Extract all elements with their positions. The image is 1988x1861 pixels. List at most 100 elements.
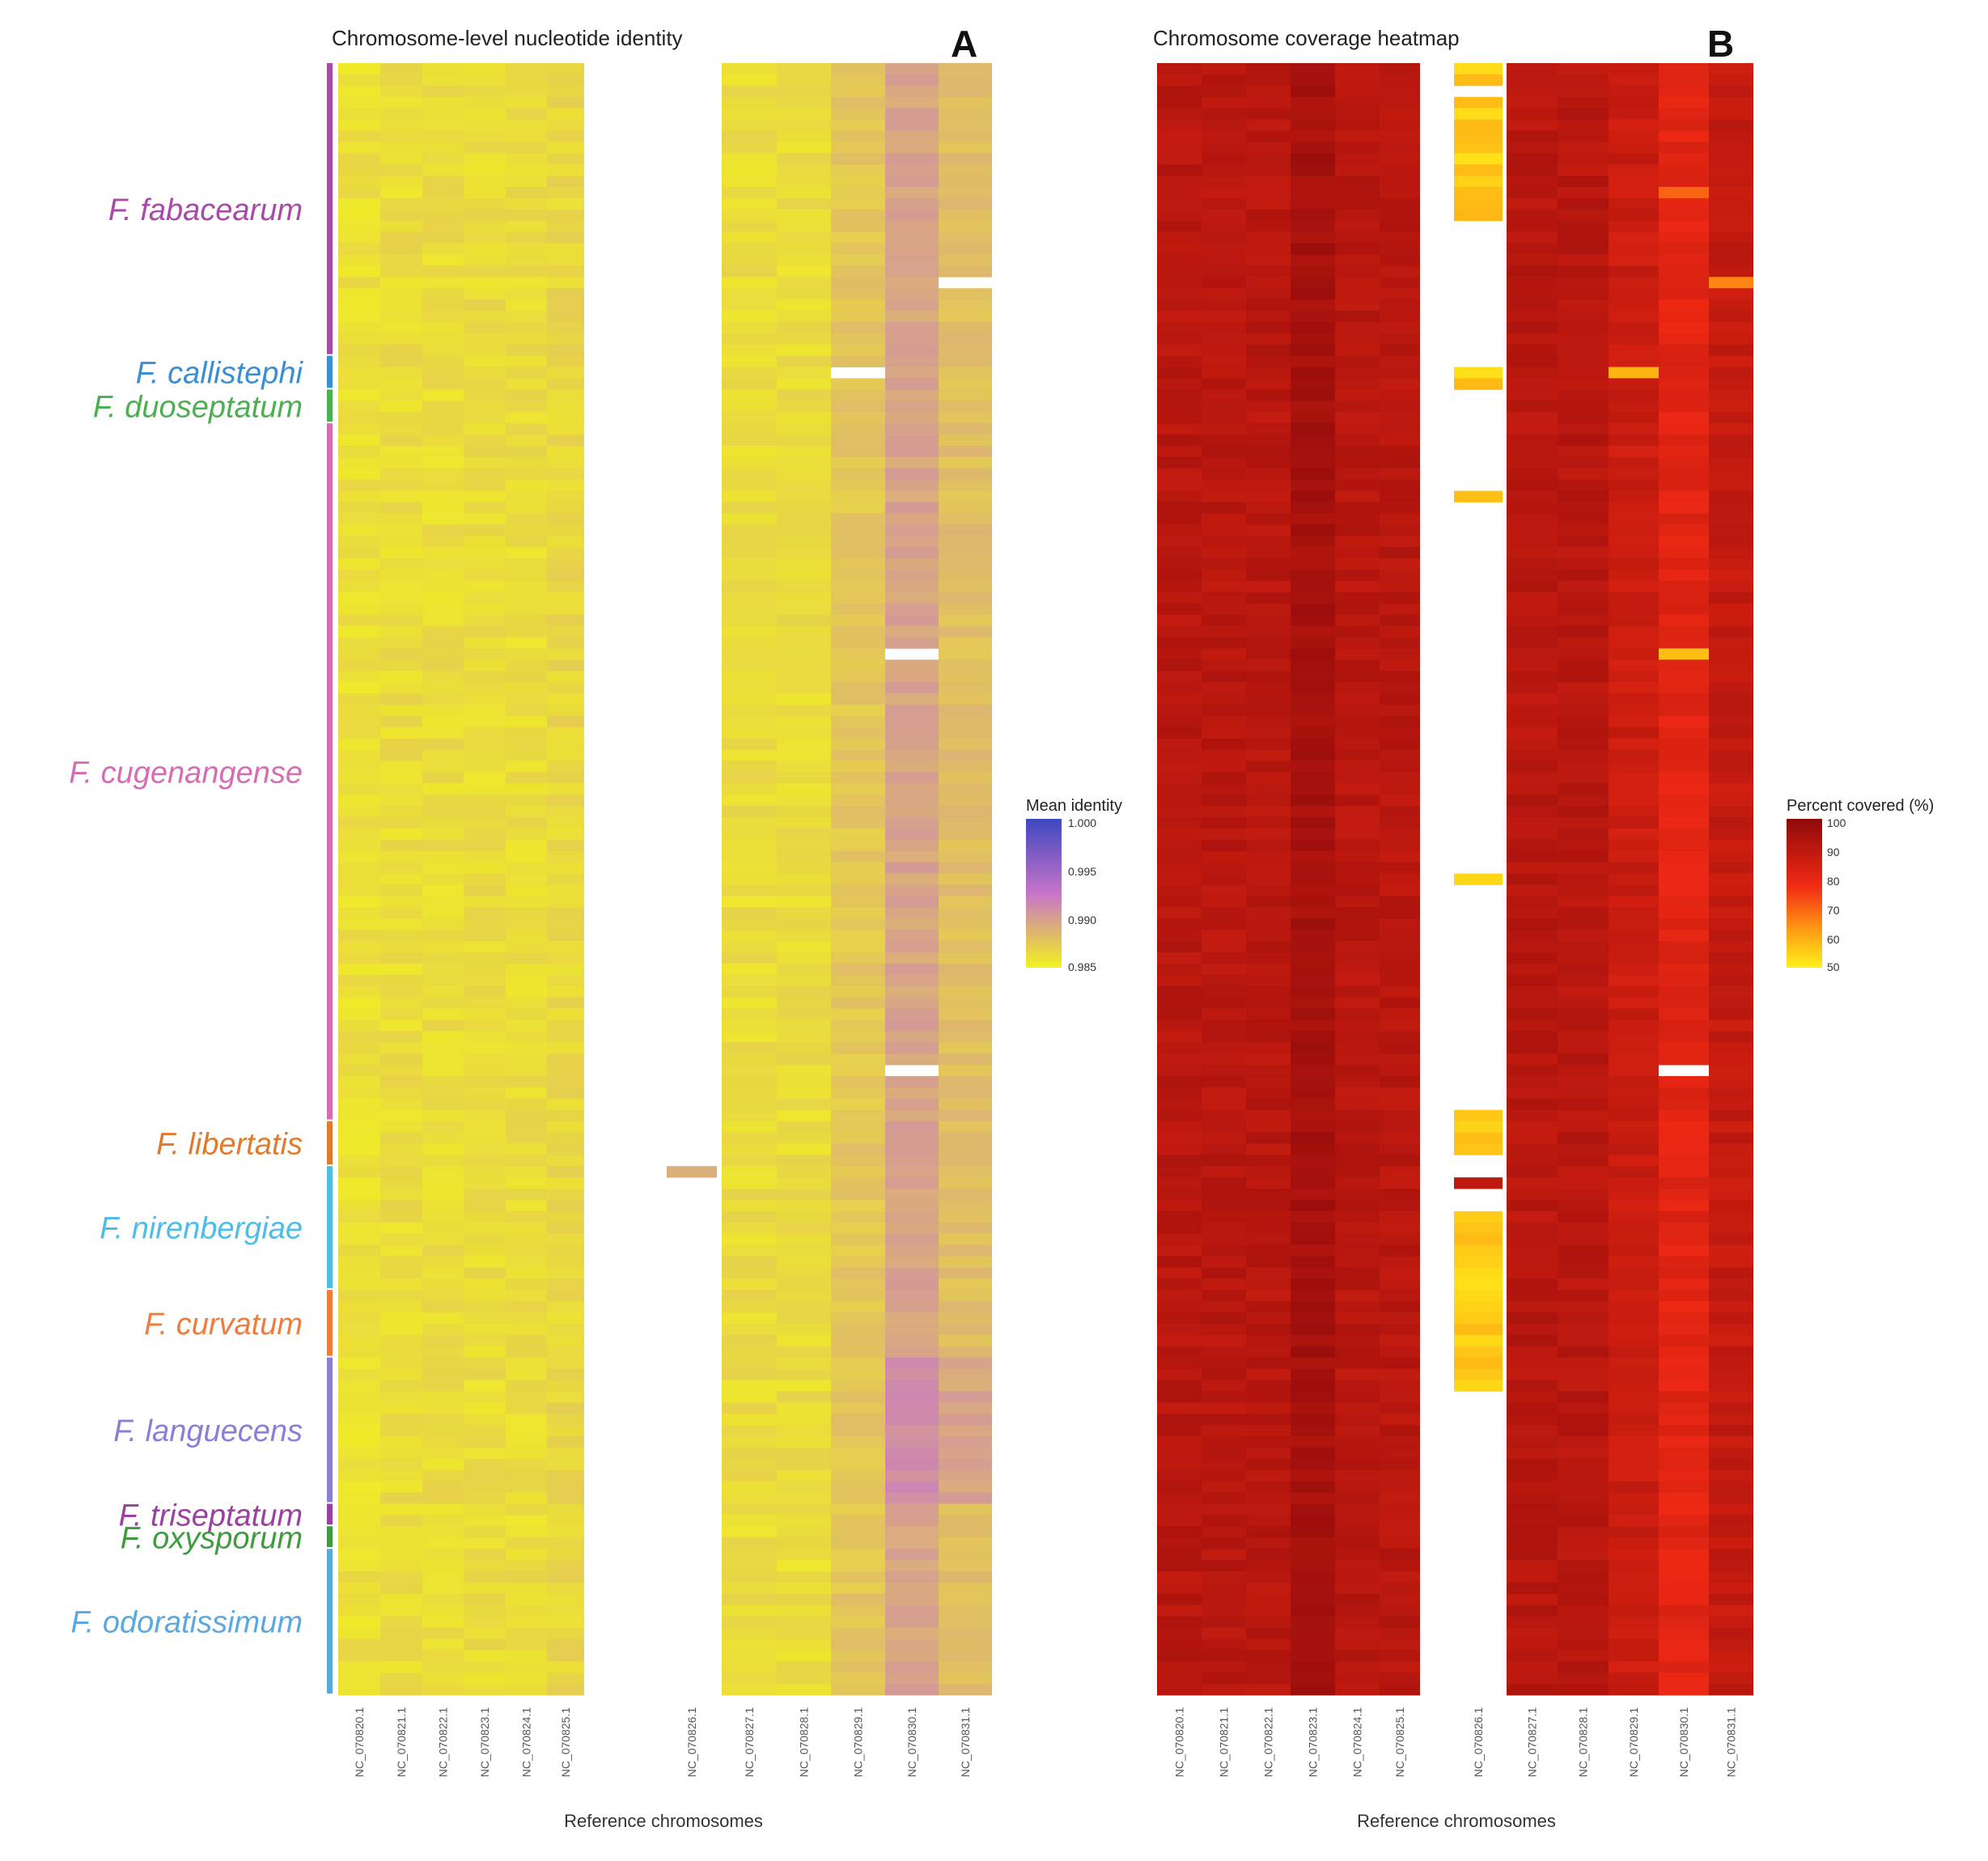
heatmap-b-cell [1659,1121,1709,1133]
heatmap-b-cell [1157,1672,1202,1685]
heatmap-b-cell [1202,591,1246,604]
heatmap-a-cell [338,1334,380,1347]
heatmap-b-cell [1380,963,1420,976]
heatmap-a-cell [338,907,380,919]
heatmap-a-cell [885,659,939,672]
heatmap-b-cell [1507,1672,1558,1685]
heatmap-a-cell [831,524,885,536]
heatmap-a-cell [777,1537,831,1549]
heatmap-b-cell [1380,704,1420,717]
heatmap-b-cell [1335,1380,1380,1392]
heatmap-b-cell [1709,974,1753,987]
taxon-group-bar [327,1290,333,1356]
heatmap-a-cell [939,795,992,807]
heatmap-a-cell [939,974,992,987]
heatmap-a-cell [777,197,831,210]
heatmap-b-cell [1558,502,1609,514]
heatmap-a-cell [885,1616,939,1628]
heatmap-a-cell [885,389,939,401]
heatmap-a-cell [464,490,506,502]
heatmap-a-cell [547,1492,584,1504]
heatmap-b-cell [1335,896,1380,908]
heatmap-a-cell [380,1549,422,1561]
heatmap-a-cell [885,311,939,323]
heatmap-b-cell [1157,435,1202,447]
heatmap-a-cell [885,1380,939,1392]
heatmap-b-cell [1246,423,1291,435]
heatmap-a-cell [831,63,885,75]
heatmap-b-cell [1291,1008,1335,1020]
heatmap-a-cell [464,1199,506,1212]
heatmap-b-cell [1246,1222,1291,1235]
heatmap-b-cell [1709,63,1753,75]
heatmap-a-cell [885,738,939,750]
heatmap-b-cell [1246,254,1291,266]
heatmap-b-cell [1558,1166,1609,1178]
heatmap-b-cell [1380,445,1420,458]
heatmap-b-cell [1507,952,1558,964]
heatmap-a-cell [777,344,831,357]
heatmap-a-cell [464,1278,506,1291]
heatmap-b-cell [1507,1661,1558,1673]
heatmap-b-cell [1380,197,1420,210]
heatmap-a-cell [547,220,584,233]
heatmap-a-cell [777,1267,831,1279]
heatmap-a-cell [547,176,584,188]
heatmap-b-cell [1709,873,1753,885]
heatmap-b-cell [1380,997,1420,1009]
heatmap-b-cell [1380,153,1420,165]
heatmap-b-cell [1246,1582,1291,1595]
heatmap-b-cell [1558,1244,1609,1257]
heatmap-b-cell [1380,254,1420,266]
heatmap-a-cell [777,1323,831,1336]
heatmap-b-cell [1659,941,1709,953]
heatmap-a-cell [547,1233,584,1245]
heatmap-b-cell [1202,1053,1246,1066]
heatmap-b-cell [1380,569,1420,582]
legend-a-tick: 0.990 [1068,914,1096,926]
heatmap-b-cell [1157,164,1202,176]
heatmap-b-cell [1380,1481,1420,1494]
heatmap-b-cell [1335,423,1380,435]
heatmap-b-cell [1157,1368,1202,1380]
heatmap-b-cell [1380,401,1420,413]
heatmap-b-cell [1246,1616,1291,1628]
heatmap-a-cell [380,580,422,593]
heatmap-b-cell [1246,176,1291,188]
heatmap-b-cell [1507,401,1558,413]
heatmap-b-cell [1202,96,1246,109]
heatmap-a-cell [547,862,584,874]
heatmap-b-cell [1291,1210,1335,1223]
heatmap-a-cell [831,333,885,345]
heatmap-a-cell [506,1109,547,1121]
heatmap-a-cell [338,1042,380,1054]
heatmap-b-cell [1202,1301,1246,1313]
heatmap-a-cell [939,435,992,447]
heatmap-a-cell [831,1380,885,1392]
heatmap-b-cell [1659,197,1709,210]
heatmap-b-cell [1709,1672,1753,1685]
heatmap-a-cell [777,1109,831,1121]
heatmap-a-cell [777,1143,831,1155]
heatmap-a-cell [422,1684,464,1696]
heatmap-b-cell [1659,648,1709,660]
heatmap-b-cell [1157,1380,1202,1392]
heatmap-a-cell [547,1469,584,1482]
heatmap-b-cell [1609,637,1659,649]
heatmap-b-cell [1157,254,1202,266]
heatmap-b-cell [1507,187,1558,199]
x-tick-label: NC_070831.1 [959,1707,972,1778]
heatmap-a-cell [506,1222,547,1235]
heatmap-a-cell [464,580,506,593]
heatmap-a-cell [464,1391,506,1403]
heatmap-a-cell [777,401,831,413]
heatmap-a-cell [777,1469,831,1482]
heatmap-b-cell [1558,693,1609,706]
heatmap-b-cell [1659,423,1709,435]
heatmap-b-cell [1202,1278,1246,1291]
heatmap-a-cell [338,659,380,672]
heatmap-b-cell [1380,682,1420,694]
heatmap-b-cell [1558,265,1609,278]
heatmap-a-cell [939,333,992,345]
heatmap-a-cell [506,1166,547,1178]
